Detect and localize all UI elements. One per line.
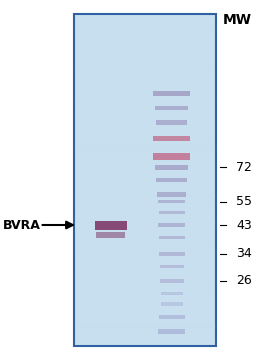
Bar	[153, 91, 190, 96]
Bar	[155, 165, 188, 170]
Bar	[159, 236, 185, 239]
Bar	[74, 14, 216, 346]
Bar	[159, 315, 185, 319]
Text: BVRA: BVRA	[3, 219, 40, 231]
Text: 55: 55	[236, 195, 252, 208]
Bar	[159, 252, 185, 256]
Text: 72: 72	[236, 161, 252, 174]
Bar	[157, 192, 186, 197]
Bar	[158, 223, 185, 227]
Bar	[160, 279, 184, 283]
Bar	[158, 329, 185, 334]
Bar	[158, 200, 185, 203]
Bar	[96, 232, 125, 238]
Bar	[153, 136, 190, 141]
Text: 34: 34	[236, 247, 252, 260]
Bar	[161, 292, 183, 295]
Bar	[160, 265, 184, 268]
Bar	[155, 106, 188, 110]
Bar	[156, 120, 187, 125]
Bar	[95, 220, 127, 230]
Text: MW: MW	[223, 13, 252, 27]
Text: 26: 26	[236, 274, 252, 287]
Bar	[156, 178, 187, 182]
Bar	[159, 211, 185, 214]
Bar	[161, 302, 183, 306]
Bar	[153, 153, 190, 160]
Text: 43: 43	[236, 219, 252, 231]
